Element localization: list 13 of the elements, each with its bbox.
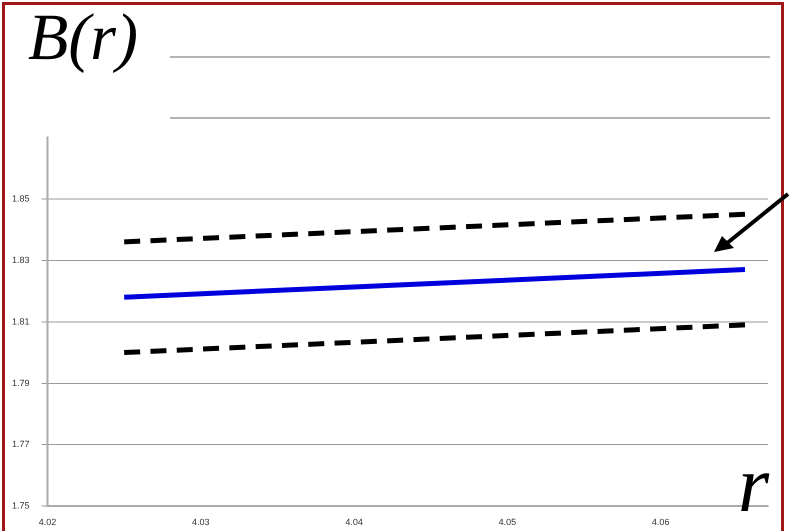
- x-tick-label: 4.06: [652, 517, 670, 528]
- y-tick-label: 1.77: [12, 439, 30, 450]
- y-tick-label: 1.79: [12, 378, 30, 388]
- y-tick-label: 1.85: [12, 193, 30, 204]
- y-axis-title: B(r): [28, 0, 138, 76]
- x-tick-label: 4.05: [498, 517, 516, 528]
- x-tick-label: 4.03: [192, 517, 210, 528]
- y-tick-label: 1.83: [12, 254, 30, 265]
- y-tick-label: 1.75: [12, 500, 30, 511]
- x-tick-label: 4.04: [345, 517, 363, 528]
- x-tick-label: 4.02: [38, 517, 56, 528]
- x-axis-title: r: [738, 440, 770, 531]
- y-tick-label: 1.81: [12, 316, 30, 326]
